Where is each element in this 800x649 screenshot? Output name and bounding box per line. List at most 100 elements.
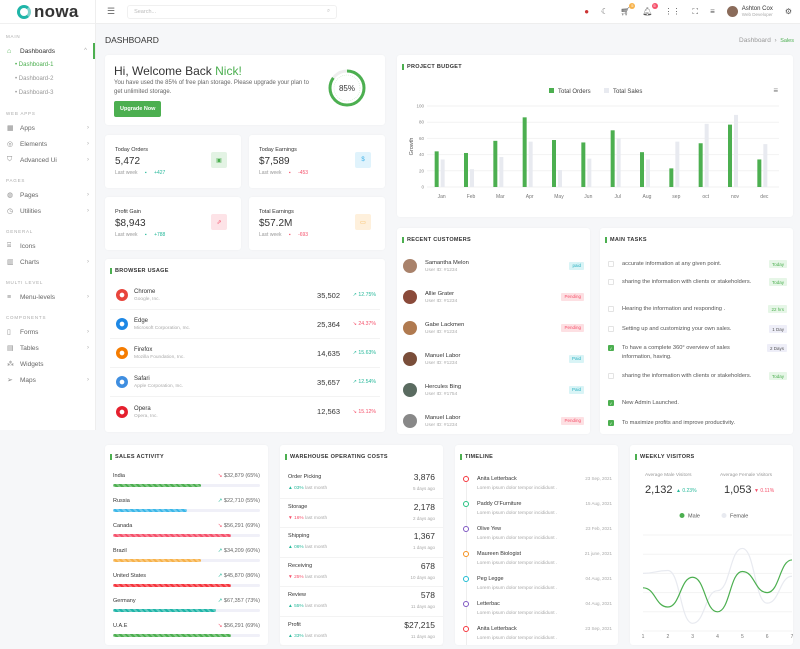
timeline-item: Olive Yew 23 Feb, 2021 Lorem ipsum dolor t…	[463, 524, 612, 549]
warehouse-row: Storage 2,178 ▼ 16% last month 2 days ago	[280, 499, 443, 528]
legend-label[interactable]: Total Sales	[613, 89, 642, 95]
x-tick-label: nov	[731, 194, 740, 200]
sidebar-item-pages[interactable]: ◍ Pages ›	[0, 187, 95, 203]
menu-toggle-icon[interactable]: ☰	[107, 6, 116, 16]
sidebar-item-widgets[interactable]: ⁂ Widgets	[0, 356, 95, 372]
bar-total-sales-Feb[interactable]	[470, 169, 474, 187]
upgrade-now-button[interactable]: Upgrade Now	[114, 101, 162, 117]
bar-total-orders-dec[interactable]	[757, 159, 762, 187]
customer-row[interactable]: Manuel Labor User ID: #1234 Paid	[403, 343, 584, 374]
status-badge: Paid	[568, 385, 584, 394]
bar-total-orders-Jan[interactable]	[434, 151, 439, 187]
sidebar-subitem[interactable]: • Dashboard-3	[15, 90, 54, 96]
timeline-date: 23 Feb, 2021	[585, 526, 612, 531]
task-item: accurate information at any given point.…	[608, 260, 787, 269]
bar-total-sales-Aug[interactable]	[646, 159, 650, 187]
sidebar-item-menu-levels[interactable]: ≡ Menu-levels ›	[0, 289, 95, 305]
moon-icon[interactable]: ☾	[601, 7, 609, 16]
timeline-text: Lorem ipsum dolor tempor incididunt .	[477, 486, 558, 491]
bar-total-orders-Apr[interactable]	[522, 117, 527, 187]
bar-total-orders-May[interactable]	[552, 140, 556, 187]
flag-icon[interactable]: ●	[584, 7, 590, 16]
sales-progress-bar	[113, 609, 260, 612]
x-tick-label: 1	[642, 634, 645, 640]
customer-row[interactable]: Hercules Bing User ID: #1754 Paid	[403, 374, 584, 405]
bar-total-sales-sep[interactable]	[675, 141, 680, 187]
bar-total-orders-Jun[interactable]	[581, 142, 586, 187]
bar-total-orders-sep[interactable]	[669, 168, 674, 187]
bar-total-orders-Mar[interactable]	[493, 140, 498, 187]
chevron-right-icon: ›	[87, 294, 89, 300]
breadcrumb-dashboard[interactable]: Dashboard	[739, 37, 771, 44]
chart-menu-icon[interactable]: ≡	[773, 86, 778, 95]
customer-row[interactable]: Gabe Lackmen User ID: #1234 Pending	[403, 312, 584, 343]
avatar	[726, 6, 738, 17]
task-checkbox[interactable]	[608, 279, 614, 285]
task-checkbox[interactable]: ✓	[608, 420, 614, 426]
user-profile[interactable]: Ashton Cox Web Developer	[726, 6, 773, 17]
browser-value: 35,502	[317, 290, 340, 300]
browser-value: 25,364	[317, 319, 340, 329]
task-checkbox[interactable]: ✓	[608, 345, 614, 351]
customer-row[interactable]: Samantha Melon User ID: #1234 paid	[403, 250, 584, 281]
gear-icon[interactable]: ⚙	[784, 7, 792, 16]
bar-total-sales-oct[interactable]	[704, 123, 709, 187]
line-male[interactable]	[642, 559, 793, 613]
bar-total-sales-Jul[interactable]	[616, 138, 621, 187]
brand-logo[interactable]: nowa	[0, 0, 95, 24]
legend-label[interactable]: Female	[730, 514, 748, 520]
sidebar-item-maps[interactable]: ➢ Maps ›	[0, 372, 95, 388]
bell-icon[interactable]: 🔔︎ 5	[642, 3, 658, 16]
cart-icon[interactable]: 🛒︎ 5	[620, 3, 636, 16]
sidebar-item-icons[interactable]: ⌸ Icons	[0, 238, 95, 254]
task-checkbox[interactable]	[608, 306, 614, 312]
task-checkbox[interactable]	[608, 326, 614, 332]
bar-total-sales-Jun[interactable]	[587, 158, 592, 187]
timeline-text: Lorem ipsum dolor tempor incididunt .	[477, 561, 558, 566]
welcome-card: Hi, Welcome Back Nick! You have used the…	[105, 55, 385, 125]
stat-card: Profit Gain $8,943 Last week ▪ +788 ⇗	[105, 197, 241, 250]
bar-total-orders-oct[interactable]	[698, 143, 703, 187]
task-checkbox[interactable]	[608, 261, 614, 267]
bar-total-sales-Mar[interactable]	[499, 157, 504, 187]
bar-total-orders-Aug[interactable]	[640, 152, 644, 187]
top-header: ☰ Search... ⌕ ● ☾ 🛒︎ 5 🔔︎ 5 ⋮⋮ ⛶ ≡ Ashton C…	[96, 0, 800, 24]
sidebar-item-utilities[interactable]: ◷ Utilities ›	[0, 203, 95, 219]
cost-name: Shipping	[288, 533, 310, 539]
bar-total-orders-nov[interactable]	[728, 124, 732, 187]
sidebar-item-charts[interactable]: ▥ Charts ›	[0, 254, 95, 270]
bar-total-sales-Apr[interactable]	[528, 141, 533, 187]
bar-total-orders-Jul[interactable]	[610, 130, 615, 187]
sidebar-item-forms[interactable]: ▯ Forms ›	[0, 324, 95, 340]
sidebar-subitem[interactable]: • Dashboard-1	[15, 62, 54, 68]
sidebar-right-icon[interactable]: ≡	[710, 7, 715, 16]
bar-total-sales-dec[interactable]	[763, 144, 768, 187]
sidebar-item-elements[interactable]: ◎ Elements ›	[0, 136, 95, 152]
task-checkbox[interactable]	[608, 373, 614, 379]
fullscreen-icon[interactable]: ⛶	[692, 6, 699, 16]
bar-total-orders-Feb[interactable]	[464, 152, 468, 187]
sidebar-item-apps[interactable]: ▦ Apps ›	[0, 120, 95, 136]
browser-change: ↘ 15.12%	[352, 408, 376, 415]
bar-total-sales-May[interactable]	[558, 169, 562, 187]
legend-label[interactable]: Total Orders	[558, 89, 591, 95]
customer-row[interactable]: Allie Grater User ID: #1234 Pending	[403, 281, 584, 312]
main-tasks-card: MAIN TASKS accurate information at any g…	[600, 228, 793, 434]
grid-icon[interactable]: ⋮⋮	[664, 7, 681, 16]
timeline-dot-icon	[463, 526, 469, 532]
bar-total-sales-nov[interactable]	[734, 114, 738, 187]
bar-total-sales-Jan[interactable]	[440, 159, 445, 187]
clock-icon: ◷	[7, 208, 14, 215]
line-female[interactable]	[642, 547, 793, 624]
search-input[interactable]: Search... ⌕	[127, 4, 338, 19]
search-icon[interactable]: ⌕	[326, 8, 331, 14]
x-tick-label: sep	[672, 194, 680, 200]
task-checkbox[interactable]: ✓	[608, 400, 614, 406]
customer-row[interactable]: Manuel Labor User ID: #1234 Pending	[403, 405, 584, 436]
sidebar-item-advanced-ui[interactable]: ⛉ Advanced Ui ›	[0, 152, 95, 168]
sidebar-item-dashboards[interactable]: ⌂ Dashboards ^	[0, 43, 95, 59]
sidebar-subitem[interactable]: • Dashboard-2	[15, 76, 54, 82]
sidebar-item-tables[interactable]: ▤ Tables ›	[0, 340, 95, 356]
legend-label[interactable]: Male	[688, 514, 700, 520]
chevron-right-icon: ›	[87, 157, 89, 163]
